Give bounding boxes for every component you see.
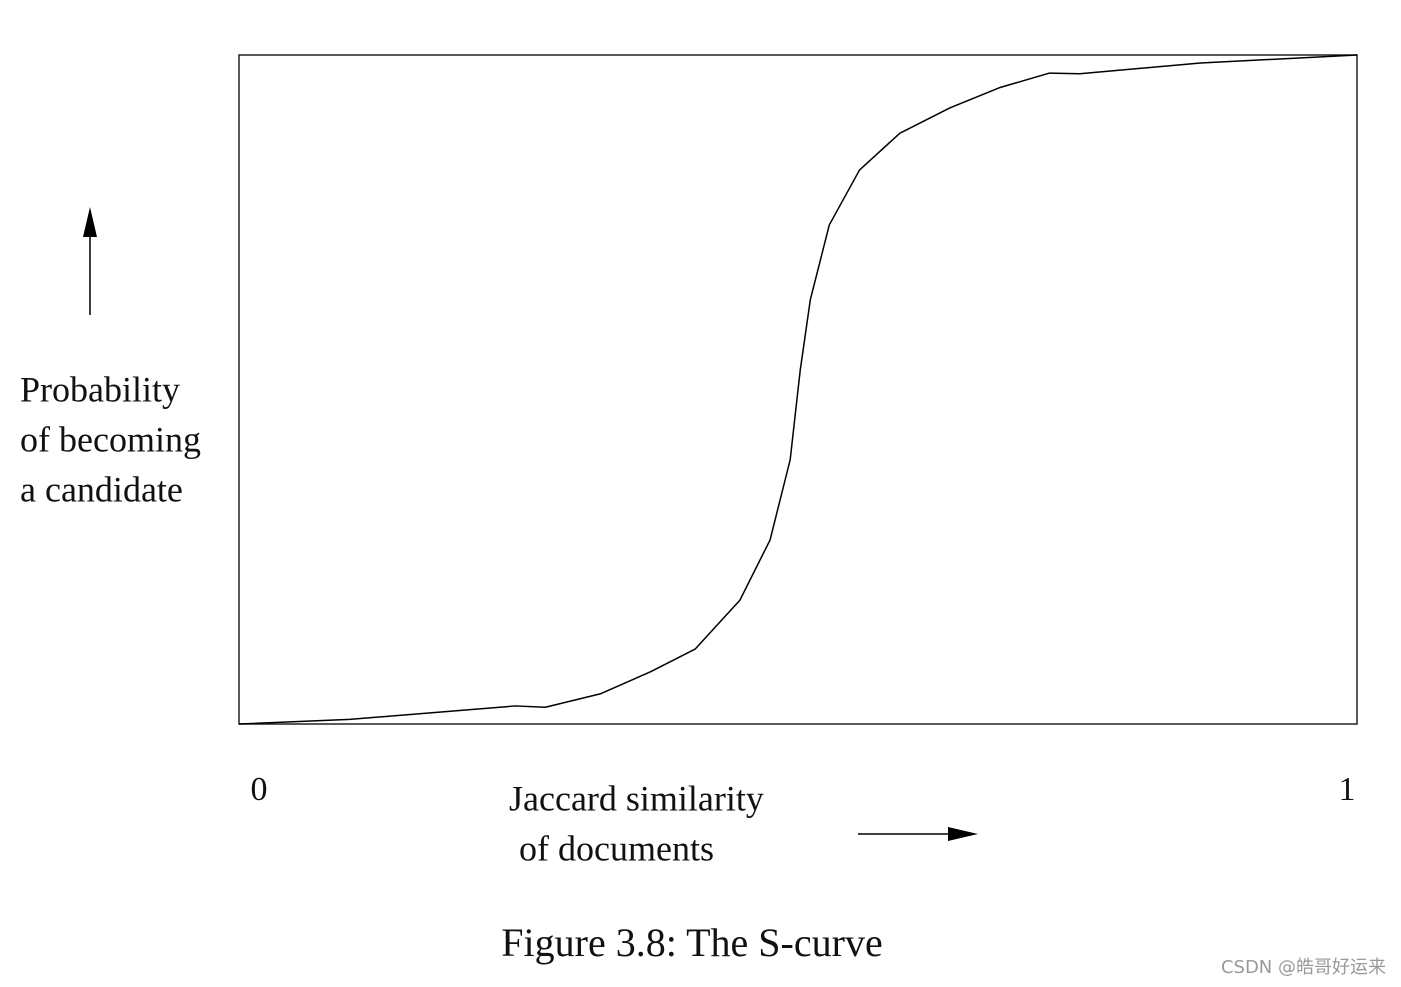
x-axis-label: of documents <box>519 828 714 868</box>
plot-frame <box>238 54 1358 725</box>
y-arrow-head <box>83 207 97 237</box>
y-axis-label: a candidate <box>20 469 183 509</box>
chart-title: Figure 3.8: The S-curve <box>501 920 882 965</box>
y-axis-label: of becoming <box>20 419 201 459</box>
x-tick-label: 1 <box>1339 771 1356 808</box>
x-axis-label: Jaccard similarity <box>509 778 764 818</box>
watermark: CSDN @皓哥好运来 <box>1221 957 1386 978</box>
curve <box>238 54 1358 725</box>
x-arrow-head <box>948 827 978 841</box>
x-tick-label: 0 <box>251 771 268 808</box>
y-axis-label: Probability <box>20 369 180 409</box>
